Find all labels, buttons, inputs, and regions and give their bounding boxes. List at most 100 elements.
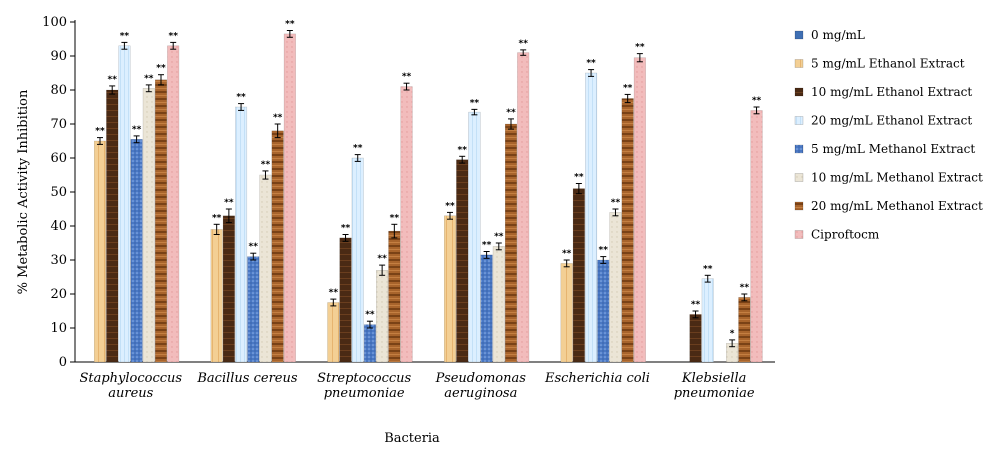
bar xyxy=(572,188,585,363)
bar xyxy=(283,33,296,363)
legend-label: 20 mg/mL Ethanol Extract xyxy=(811,114,972,128)
significance-label: ** xyxy=(144,74,154,84)
y-tick-label: 50 xyxy=(50,185,67,200)
bar xyxy=(480,254,493,363)
significance-label: ** xyxy=(120,31,130,41)
significance-label: ** xyxy=(574,173,584,183)
bar xyxy=(376,270,389,363)
bar xyxy=(339,237,352,363)
bar xyxy=(701,278,714,363)
legend-swatch xyxy=(794,87,804,97)
legend-label: 0 mg/mL xyxy=(811,28,865,42)
axes: 0 10 20 30 40 50 60 70 80 90 100 xyxy=(42,15,775,370)
legend-label: 20 mg/mL Methanol Extract xyxy=(811,199,983,213)
bar xyxy=(444,215,457,363)
significance-label: ** xyxy=(353,144,363,154)
bar xyxy=(456,159,469,363)
significance-label: ** xyxy=(107,75,117,85)
significance-label: ** xyxy=(518,39,528,49)
bar xyxy=(468,111,481,363)
significance-label: ** xyxy=(703,264,713,274)
significance-label: ** xyxy=(285,20,295,30)
significance-label: ** xyxy=(341,224,351,234)
significance-label: ** xyxy=(365,310,375,320)
significance-label: ** xyxy=(752,96,762,106)
category-label: Klebsiella xyxy=(681,371,746,386)
category-label: Pseudomonas xyxy=(435,371,527,386)
bar xyxy=(259,174,272,363)
bar xyxy=(609,212,622,363)
bar xyxy=(130,139,143,363)
category-label: pneumoniae xyxy=(674,386,755,401)
bar xyxy=(118,45,131,363)
bars xyxy=(93,30,763,363)
bar xyxy=(633,57,646,363)
bar xyxy=(235,106,248,363)
category-label: aeruginosa xyxy=(444,386,517,401)
bar xyxy=(621,98,634,363)
significance-label: ** xyxy=(329,288,339,298)
significance-label: ** xyxy=(236,93,246,103)
y-tick-label: 0 xyxy=(59,355,67,370)
significance-label: ** xyxy=(212,213,222,223)
category-label: Staphylococcus xyxy=(79,371,182,386)
legend-swatch xyxy=(794,144,804,154)
y-tick-label: 40 xyxy=(50,219,67,234)
bar xyxy=(585,72,598,363)
significance-label: ** xyxy=(390,213,400,223)
bar xyxy=(247,256,260,363)
legend-label: 10 mg/mL Ethanol Extract xyxy=(811,85,972,99)
significance-label: ** xyxy=(494,232,504,242)
bar xyxy=(400,86,413,363)
bar xyxy=(517,52,530,363)
significance-label: ** xyxy=(635,43,645,53)
significance-label: ** xyxy=(623,83,633,93)
category-label: pneumoniae xyxy=(324,386,405,401)
bar xyxy=(597,259,610,363)
category-label: Bacillus cereus xyxy=(196,371,297,386)
bar xyxy=(167,45,180,363)
bar xyxy=(351,157,364,363)
significance-label: ** xyxy=(95,127,105,137)
bar xyxy=(738,297,751,363)
bar xyxy=(363,324,376,363)
bar xyxy=(327,302,340,363)
bar xyxy=(222,215,235,363)
significance-label: ** xyxy=(691,300,701,310)
bar xyxy=(689,314,702,363)
significance-label: ** xyxy=(562,249,572,259)
legend-label: 5 mg/mL Methanol Extract xyxy=(811,142,975,156)
significance-label: ** xyxy=(132,125,142,135)
x-axis-label: Bacteria xyxy=(384,431,440,446)
significance-label: ** xyxy=(586,59,596,69)
legend-label: 10 mg/mL Methanol Extract xyxy=(811,171,983,185)
legend-swatch xyxy=(794,59,804,68)
bar xyxy=(154,79,167,363)
legend-label: 5 mg/mL Ethanol Extract xyxy=(811,57,965,71)
significance-label: ** xyxy=(599,246,609,256)
legend-swatch xyxy=(794,201,804,211)
category-label: aureus xyxy=(108,386,153,401)
category-label: Streptococcus xyxy=(317,371,411,386)
bar xyxy=(750,110,763,363)
significance-label: ** xyxy=(273,113,283,123)
legend: 0 mg/mL 5 mg/mL Ethanol Extract 10 mg/mL E… xyxy=(794,28,983,242)
y-tick-label: 100 xyxy=(42,15,67,30)
bar xyxy=(560,263,573,363)
bar xyxy=(388,230,401,363)
legend-swatch xyxy=(794,30,804,40)
legend-swatch xyxy=(794,173,804,182)
y-axis-label: % Metabolic Activity Inhibition xyxy=(16,89,31,294)
bar xyxy=(271,130,284,363)
significance-label: ** xyxy=(402,72,412,82)
bar xyxy=(210,229,223,363)
bar xyxy=(106,89,119,363)
significance-label: ** xyxy=(482,241,492,251)
significance-label: ** xyxy=(445,201,455,211)
labels: % Metabolic Activity Inhibition Bacteria *… xyxy=(16,20,762,447)
bar xyxy=(142,88,155,363)
significance-label: ** xyxy=(261,160,271,170)
significance-label: ** xyxy=(377,254,387,264)
bar xyxy=(93,140,106,363)
